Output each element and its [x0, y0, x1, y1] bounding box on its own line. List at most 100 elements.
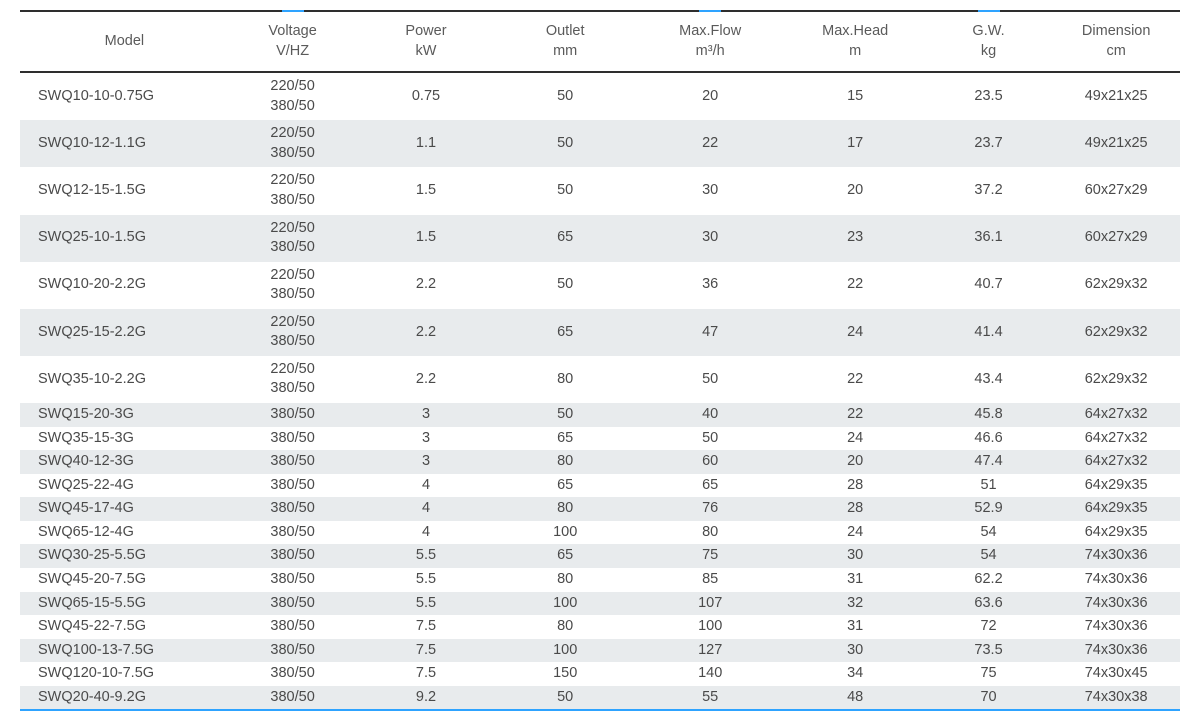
cell-gw: 52.9: [925, 497, 1053, 521]
cell-model: SWQ35-10-2.2G: [20, 356, 229, 403]
cell-line: 380/50: [233, 238, 353, 258]
cell-dim: 74x30x36: [1052, 568, 1180, 592]
table-row: SWQ10-10-0.75G220/50380/500.7550201523.5…: [20, 72, 1180, 120]
cell-head: 20: [786, 450, 925, 474]
cell-head: 20: [786, 167, 925, 214]
cell-model: SWQ25-22-4G: [20, 474, 229, 498]
cell-outlet: 50: [496, 120, 635, 167]
table-row: SWQ25-10-1.5G220/50380/501.565302336.160…: [20, 215, 1180, 262]
cell-power: 3: [356, 403, 495, 427]
col-title: Power: [405, 23, 446, 39]
cell-gw: 23.7: [925, 120, 1053, 167]
cell-outlet: 80: [496, 356, 635, 403]
cell-power: 1.5: [356, 215, 495, 262]
cell-dim: 74x30x45: [1052, 662, 1180, 686]
cell-outlet: 50: [496, 72, 635, 120]
cell-flow: 75: [635, 544, 786, 568]
table-row: SWQ15-20-3G380/50350402245.864x27x32: [20, 403, 1180, 427]
table-row: SWQ40-12-3G380/50380602047.464x27x32: [20, 450, 1180, 474]
cell-head: 24: [786, 427, 925, 451]
cell-gw: 45.8: [925, 403, 1053, 427]
cell-line: 220/50: [233, 171, 353, 191]
cell-outlet: 80: [496, 450, 635, 474]
col-header-7: Dimension cm: [1052, 11, 1180, 72]
cell-voltage: 380/50: [229, 615, 357, 639]
table-row: SWQ35-10-2.2G220/50380/502.280502243.462…: [20, 356, 1180, 403]
table-header: ModelVoltageV/HZPowerkWOutletmmMax.Flowm…: [20, 11, 1180, 72]
cell-head: 30: [786, 544, 925, 568]
cell-line: 220/50: [233, 219, 353, 239]
cell-model: SWQ65-15-5.5G: [20, 592, 229, 616]
cell-head: 28: [786, 474, 925, 498]
col-subtitle: cm: [1107, 43, 1126, 59]
cell-power: 2.2: [356, 262, 495, 309]
cell-outlet: 65: [496, 309, 635, 356]
col-header-4: Max.Flowm³/h: [635, 11, 786, 72]
cell-power: 9.2: [356, 686, 495, 711]
cell-head: 23: [786, 215, 925, 262]
table-row: SWQ45-22-7.5G380/507.580100317274x30x36: [20, 615, 1180, 639]
cell-flow: 20: [635, 72, 786, 120]
cell-power: 5.5: [356, 544, 495, 568]
cell-power: 3: [356, 450, 495, 474]
specs-table: ModelVoltageV/HZPowerkWOutletmmMax.Flowm…: [20, 10, 1180, 711]
cell-gw: 62.2: [925, 568, 1053, 592]
cell-dim: 62x29x32: [1052, 356, 1180, 403]
cell-dim: 60x27x29: [1052, 215, 1180, 262]
cell-voltage: 220/50380/50: [229, 309, 357, 356]
col-header-3: Outletmm: [496, 11, 635, 72]
cell-outlet: 80: [496, 497, 635, 521]
cell-head: 34: [786, 662, 925, 686]
cell-outlet: 65: [496, 544, 635, 568]
table-row: SWQ10-20-2.2G220/50380/502.250362240.762…: [20, 262, 1180, 309]
cell-model: SWQ120-10-7.5G: [20, 662, 229, 686]
cell-line: 380/50: [233, 379, 353, 399]
cell-head: 48: [786, 686, 925, 711]
table-row: SWQ25-15-2.2G220/50380/502.265472441.462…: [20, 309, 1180, 356]
table-row: SWQ65-15-5.5G380/505.51001073263.674x30x…: [20, 592, 1180, 616]
cell-outlet: 100: [496, 592, 635, 616]
table-row: SWQ45-20-7.5G380/505.580853162.274x30x36: [20, 568, 1180, 592]
cell-flow: 76: [635, 497, 786, 521]
cell-dim: 64x29x35: [1052, 497, 1180, 521]
cell-gw: 43.4: [925, 356, 1053, 403]
col-subtitle: mm: [553, 43, 577, 59]
col-subtitle: m: [849, 43, 861, 59]
cell-gw: 41.4: [925, 309, 1053, 356]
cell-outlet: 100: [496, 521, 635, 545]
cell-outlet: 65: [496, 215, 635, 262]
cell-head: 24: [786, 521, 925, 545]
cell-voltage: 220/50380/50: [229, 167, 357, 214]
cell-gw: 40.7: [925, 262, 1053, 309]
cell-outlet: 50: [496, 686, 635, 711]
col-title: Max.Flow: [679, 23, 741, 39]
cell-outlet: 65: [496, 474, 635, 498]
cell-voltage: 220/50380/50: [229, 215, 357, 262]
col-subtitle: V/HZ: [276, 43, 309, 59]
cell-line: 220/50: [233, 266, 353, 286]
cell-flow: 80: [635, 521, 786, 545]
cell-flow: 127: [635, 639, 786, 663]
cell-dim: 74x30x36: [1052, 639, 1180, 663]
cell-power: 7.5: [356, 662, 495, 686]
cell-outlet: 80: [496, 568, 635, 592]
cell-flow: 30: [635, 215, 786, 262]
cell-model: SWQ45-22-7.5G: [20, 615, 229, 639]
cell-flow: 22: [635, 120, 786, 167]
cell-power: 7.5: [356, 639, 495, 663]
cell-power: 3: [356, 427, 495, 451]
cell-model: SWQ10-20-2.2G: [20, 262, 229, 309]
cell-flow: 50: [635, 427, 786, 451]
col-header-2: PowerkW: [356, 11, 495, 72]
cell-head: 31: [786, 568, 925, 592]
accent-mark: [978, 10, 1000, 12]
cell-flow: 140: [635, 662, 786, 686]
cell-dim: 64x27x32: [1052, 403, 1180, 427]
cell-model: SWQ65-12-4G: [20, 521, 229, 545]
cell-model: SWQ100-13-7.5G: [20, 639, 229, 663]
cell-flow: 55: [635, 686, 786, 711]
cell-gw: 51: [925, 474, 1053, 498]
col-title: Dimension: [1082, 23, 1151, 39]
cell-gw: 37.2: [925, 167, 1053, 214]
cell-outlet: 50: [496, 167, 635, 214]
